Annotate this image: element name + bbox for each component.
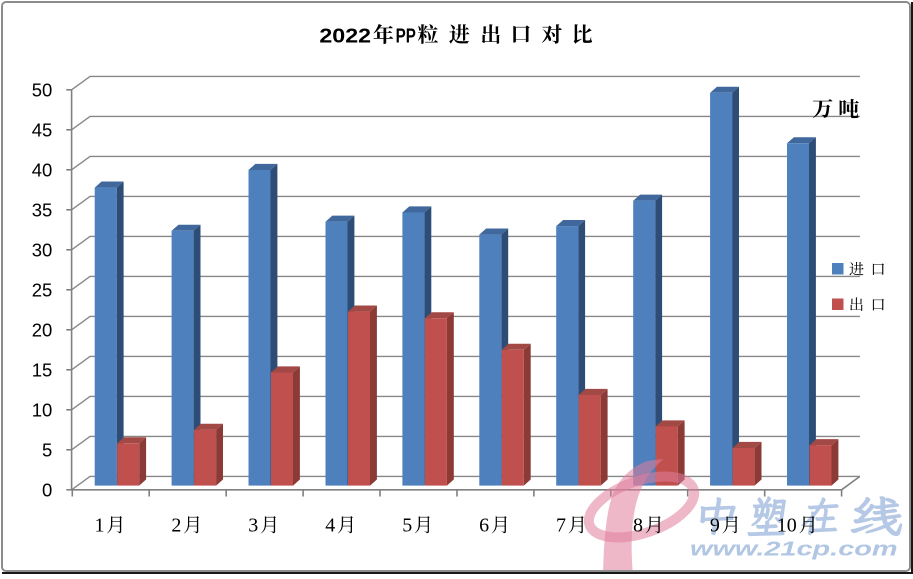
svg-text:15: 15	[32, 360, 53, 381]
svg-text:PP: PP	[396, 26, 416, 48]
svg-text:9: 9	[710, 515, 720, 537]
svg-text:5: 5	[402, 515, 412, 537]
svg-text:25: 25	[32, 280, 53, 301]
svg-text:3: 3	[248, 515, 258, 537]
svg-text:2: 2	[171, 515, 181, 537]
svg-text:10: 10	[32, 400, 53, 421]
svg-text:5: 5	[42, 440, 52, 461]
svg-text:40: 40	[32, 160, 53, 181]
svg-text:45: 45	[32, 120, 53, 141]
svg-text:10: 10	[777, 515, 797, 537]
svg-text:4: 4	[325, 515, 335, 537]
svg-text:1: 1	[95, 515, 105, 537]
svg-text:30: 30	[32, 240, 53, 261]
svg-text:6: 6	[479, 515, 489, 537]
svg-text:2022: 2022	[319, 26, 371, 48]
svg-text:20: 20	[32, 320, 53, 341]
svg-text:35: 35	[32, 200, 53, 221]
svg-text:8: 8	[633, 515, 643, 537]
svg-text:0: 0	[42, 480, 52, 501]
svg-text:www.21cp.com: www.21cp.com	[690, 537, 898, 560]
svg-text:7: 7	[556, 515, 566, 537]
svg-text:50: 50	[32, 80, 53, 101]
